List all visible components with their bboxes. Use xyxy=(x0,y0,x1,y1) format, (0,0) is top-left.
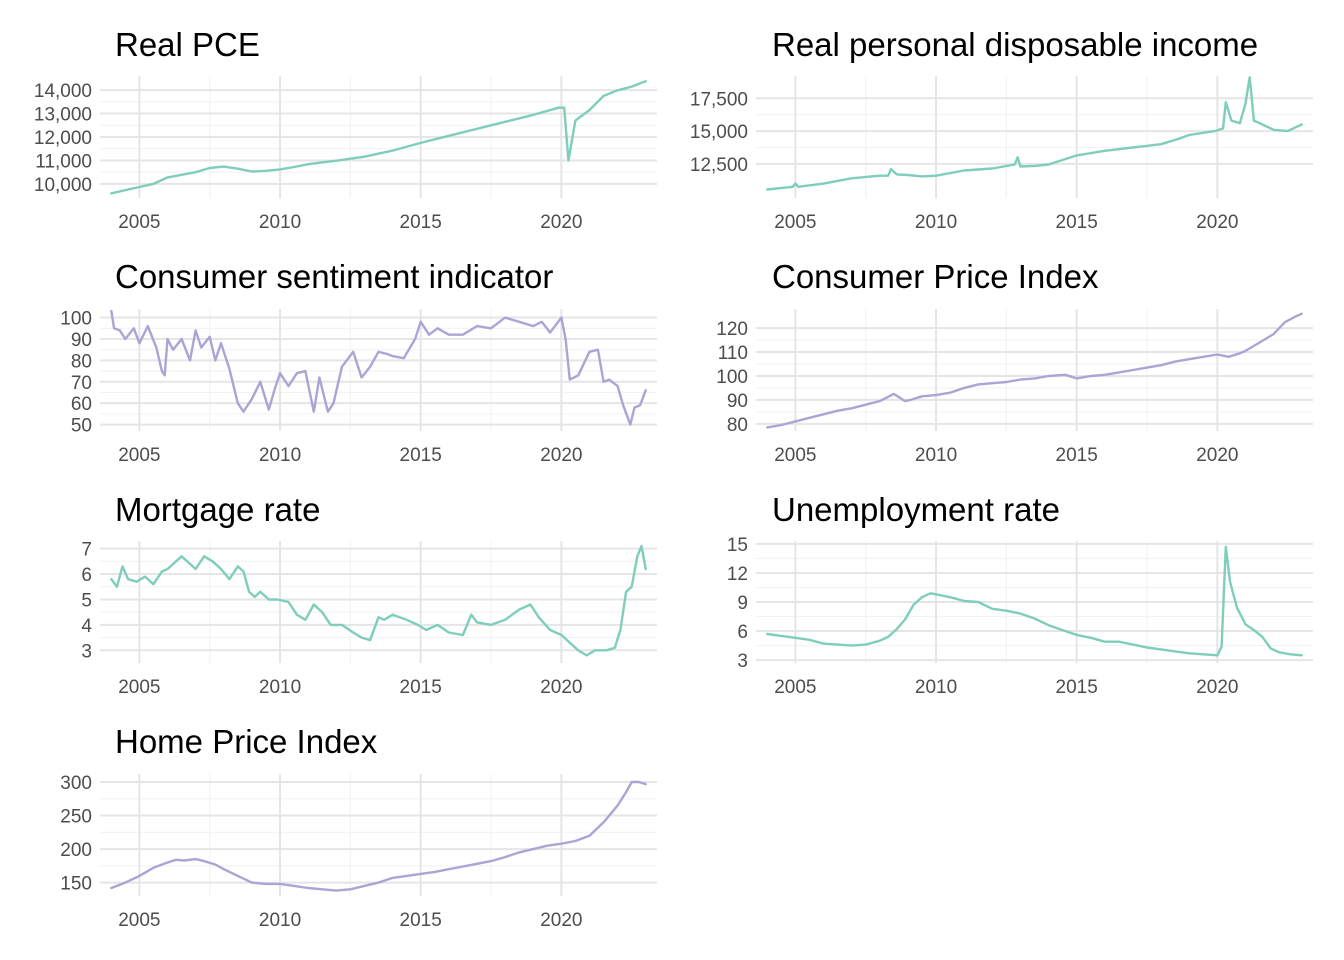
y-tick-label: 12,000 xyxy=(34,128,92,149)
panel-home-price-index: Home Price Index 150 200 250 300 2005 2010 2015… xyxy=(60,723,657,931)
x-tick-label: 2010 xyxy=(915,677,957,698)
y-tick-label: 7 xyxy=(81,540,92,561)
x-tick-label: 2015 xyxy=(1056,212,1098,233)
y-tick-label: 11,000 xyxy=(35,151,92,172)
y-tick-label: 5 xyxy=(81,590,92,611)
panel-title: Mortgage rate xyxy=(115,491,320,528)
panel-title: Home Price Index xyxy=(115,723,378,760)
x-tick-label: 2005 xyxy=(774,677,816,698)
y-tick-label: 120 xyxy=(716,319,748,340)
panel-mortgage-rate: Mortgage rate 3 4 5 6 7 2005 2010 2015 2020 xyxy=(81,491,657,698)
x-tick-label: 2015 xyxy=(400,445,442,466)
x-tick-label: 2020 xyxy=(540,910,582,931)
panel-title: Real PCE xyxy=(115,26,260,63)
y-tick-label: 4 xyxy=(81,616,92,637)
x-tick-label: 2010 xyxy=(915,212,957,233)
series-line xyxy=(766,76,1303,191)
x-tick-label: 2010 xyxy=(915,445,957,466)
y-tick-label: 300 xyxy=(60,773,92,794)
x-tick-label: 2020 xyxy=(540,212,582,233)
series-line xyxy=(110,79,647,195)
y-tick-label: 90 xyxy=(71,330,92,351)
series-line xyxy=(110,544,647,657)
y-tick-label: 110 xyxy=(718,343,748,364)
y-tick-label: 200 xyxy=(60,840,92,861)
y-tick-label: 100 xyxy=(60,309,92,330)
y-tick-label: 6 xyxy=(737,622,748,643)
x-tick-label: 2015 xyxy=(1056,445,1098,466)
x-tick-label: 2010 xyxy=(259,445,301,466)
y-tick-label: 6 xyxy=(81,565,92,586)
y-tick-label: 70 xyxy=(71,373,92,394)
x-tick-label: 2020 xyxy=(540,677,582,698)
y-tick-label: 9 xyxy=(737,593,748,614)
x-tick-label: 2015 xyxy=(400,910,442,931)
x-tick-label: 2020 xyxy=(1196,212,1238,233)
y-tick-label: 90 xyxy=(727,391,748,412)
x-tick-label: 2010 xyxy=(259,212,301,233)
y-tick-label: 50 xyxy=(71,416,92,437)
y-tick-label: 10,000 xyxy=(34,175,92,196)
y-tick-label: 12 xyxy=(727,564,748,585)
x-tick-label: 2020 xyxy=(1196,445,1238,466)
y-tick-label: 3 xyxy=(81,641,92,662)
panel-title: Consumer sentiment indicator xyxy=(115,258,553,295)
x-tick-label: 2010 xyxy=(259,910,301,931)
panel-title: Real personal disposable income xyxy=(772,26,1258,63)
y-tick-label: 13,000 xyxy=(34,105,92,126)
panel-consumer-price-index: Consumer Price Index 80 90 100 110 120 2005 201… xyxy=(716,258,1313,466)
x-tick-label: 2005 xyxy=(118,677,160,698)
x-tick-label: 2005 xyxy=(118,212,160,233)
series-line xyxy=(110,780,647,892)
panel-real-disposable-income: Real personal disposable income 12,500 15,… xyxy=(690,26,1313,233)
x-tick-label: 2015 xyxy=(400,212,442,233)
x-tick-label: 2020 xyxy=(1196,677,1238,698)
panel-unemployment-rate: Unemployment rate 3 6 9 12 15 2005 2010 2015 2020 xyxy=(727,491,1313,698)
y-tick-label: 150 xyxy=(60,874,92,895)
panel-consumer-sentiment: Consumer sentiment indicator 506070809010… xyxy=(60,258,657,466)
x-tick-label: 2005 xyxy=(118,445,160,466)
x-tick-label: 2005 xyxy=(774,212,816,233)
series-line xyxy=(766,545,1303,657)
x-tick-label: 2015 xyxy=(400,677,442,698)
x-tick-label: 2005 xyxy=(774,445,816,466)
x-tick-label: 2015 xyxy=(1056,677,1098,698)
y-tick-label: 100 xyxy=(716,367,748,388)
series-line xyxy=(110,309,647,426)
y-tick-label: 14,000 xyxy=(34,81,92,102)
y-tick-label: 80 xyxy=(71,351,92,372)
panel-title: Unemployment rate xyxy=(772,491,1060,528)
y-tick-label: 250 xyxy=(60,807,92,828)
y-tick-label: 3 xyxy=(737,651,748,672)
x-tick-label: 2020 xyxy=(540,445,582,466)
x-tick-label: 2010 xyxy=(259,677,301,698)
x-tick-label: 2005 xyxy=(118,910,160,931)
y-tick-label: 15,000 xyxy=(690,122,748,143)
panel-title: Consumer Price Index xyxy=(772,258,1099,295)
y-tick-label: 17,500 xyxy=(690,89,748,110)
y-tick-label: 80 xyxy=(727,415,748,436)
series-line xyxy=(766,312,1303,429)
y-tick-label: 15 xyxy=(727,535,748,556)
y-tick-label: 60 xyxy=(71,394,92,415)
y-tick-label: 12,500 xyxy=(690,155,748,176)
